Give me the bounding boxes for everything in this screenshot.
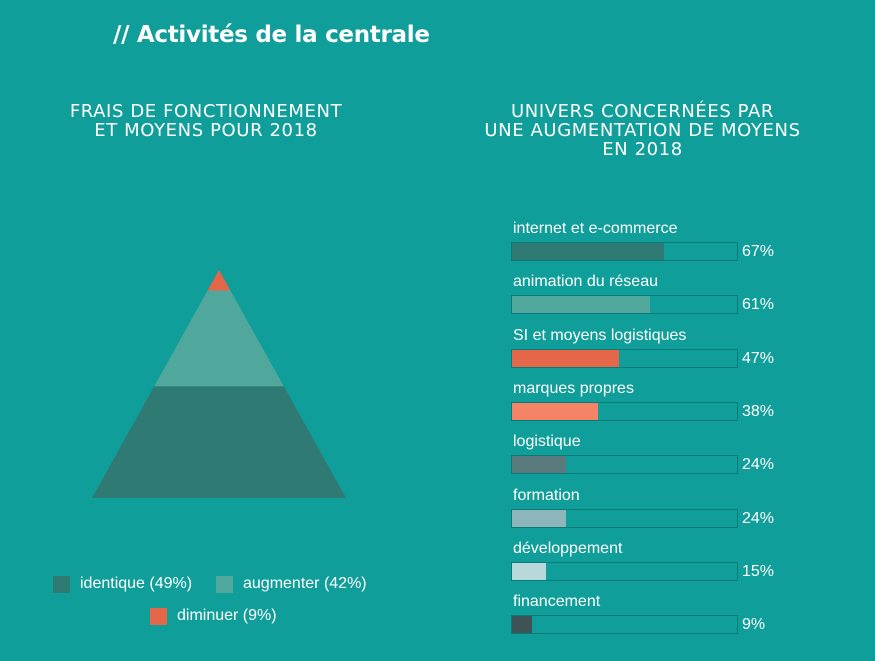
bar-label-animation-du-reseau: animation du réseau	[513, 273, 658, 290]
pyramid-chart-title: FRAIS DE FONCTIONNEMENT ET MOYENS POUR 2…	[30, 102, 382, 140]
bar-chart-title-line-1: UNIVERS CONCERNÉES PAR	[510, 101, 775, 122]
legend-item-identique: identique (49%)	[53, 575, 192, 593]
pyramid-chart-title-line-2: ET MOYENS POUR 2018	[94, 120, 318, 141]
pyramid-chart-title-line-1: FRAIS DE FONCTIONNEMENT	[69, 101, 343, 122]
bar-label-marques-propres: marques propres	[513, 380, 634, 397]
legend-item-diminuer: diminuer (9%)	[150, 607, 277, 625]
pyramid-segment-identique	[92, 386, 346, 498]
bar-track-developpement	[511, 562, 738, 581]
bar-value-financement: 9%	[742, 616, 766, 633]
bar-label-logistique: logistique	[513, 433, 581, 450]
bar-formation	[512, 510, 567, 527]
legend-item-augmenter: augmenter (42%)	[216, 575, 367, 593]
bar-track-marques-propres	[511, 402, 738, 421]
bar-track-logistique	[511, 455, 738, 474]
pyramid-segment-augmenter	[154, 290, 284, 387]
pyramid-chart	[92, 270, 346, 498]
bar-chart-title: UNIVERS CONCERNÉES PAR UNE AUGMENTATION …	[440, 102, 845, 159]
bar-label-developpement: développement	[513, 540, 623, 557]
bar-financement	[512, 616, 533, 633]
legend-swatch-augmenter	[216, 575, 233, 593]
bar-label-internet-et-e-commerce: internet et e-commerce	[513, 220, 678, 237]
legend-label-augmenter: augmenter (42%)	[243, 575, 367, 592]
bar-value-developpement: 15%	[742, 563, 775, 580]
bar-track-internet-et-e-commerce	[511, 242, 738, 261]
bar-internet-et-e-commerce	[512, 243, 665, 260]
bar-animation-du-reseau	[512, 296, 651, 313]
bar-value-logistique: 24%	[742, 456, 775, 473]
pyramid-segment-diminuer	[207, 270, 231, 291]
legend-label-diminuer: diminuer (9%)	[177, 607, 277, 624]
bar-label-formation: formation	[513, 487, 580, 504]
bar-track-financement	[511, 615, 738, 634]
page-title: // Activités de la centrale	[113, 22, 430, 48]
bar-track-animation-du-reseau	[511, 295, 738, 314]
bar-value-formation: 24%	[742, 510, 775, 527]
bar-si-et-moyens-logistiques	[512, 350, 619, 367]
bar-chart-title-line-3: EN 2018	[602, 139, 683, 160]
legend-swatch-diminuer	[150, 607, 167, 625]
bar-value-animation-du-reseau: 61%	[742, 296, 775, 313]
bar-marques-propres	[512, 403, 599, 420]
legend-label-identique: identique (49%)	[80, 575, 193, 592]
bar-value-internet-et-e-commerce: 67%	[742, 243, 775, 260]
bar-value-marques-propres: 38%	[742, 403, 775, 420]
bar-chart-title-line-2: UNE AUGMENTATION DE MOYENS	[484, 120, 801, 141]
bar-label-financement: financement	[513, 593, 601, 610]
bar-value-si-et-moyens-logistiques: 47%	[742, 350, 775, 367]
bar-developpement	[512, 563, 547, 580]
bar-logistique	[512, 456, 567, 473]
legend-swatch-identique	[53, 575, 70, 593]
bar-label-si-et-moyens-logistiques: SI et moyens logistiques	[513, 327, 687, 344]
bar-track-si-et-moyens-logistiques	[511, 349, 738, 368]
bar-track-formation	[511, 509, 738, 528]
